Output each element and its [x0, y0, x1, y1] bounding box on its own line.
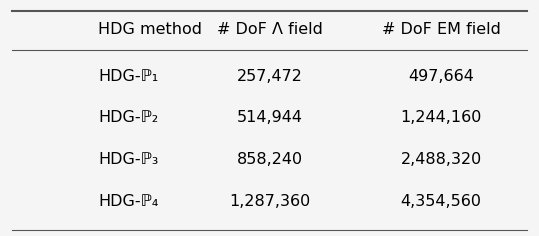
Text: 257,472: 257,472 — [237, 68, 302, 84]
Text: 497,664: 497,664 — [408, 68, 474, 84]
Text: HDG-ℙ₃: HDG-ℙ₃ — [98, 152, 158, 168]
Text: 514,944: 514,944 — [237, 110, 302, 126]
Text: HDG-ℙ₂: HDG-ℙ₂ — [98, 110, 158, 126]
Text: 4,354,560: 4,354,560 — [400, 194, 481, 210]
Text: 2,488,320: 2,488,320 — [400, 152, 482, 168]
Text: 858,240: 858,240 — [237, 152, 302, 168]
Text: 1,287,360: 1,287,360 — [229, 194, 310, 210]
Text: HDG method: HDG method — [98, 22, 202, 37]
Text: # DoF EM field: # DoF EM field — [382, 22, 501, 37]
Text: HDG-ℙ₁: HDG-ℙ₁ — [98, 68, 158, 84]
Text: 1,244,160: 1,244,160 — [400, 110, 482, 126]
Text: HDG-ℙ₄: HDG-ℙ₄ — [98, 194, 158, 210]
Text: # DoF Λ field: # DoF Λ field — [217, 22, 322, 37]
